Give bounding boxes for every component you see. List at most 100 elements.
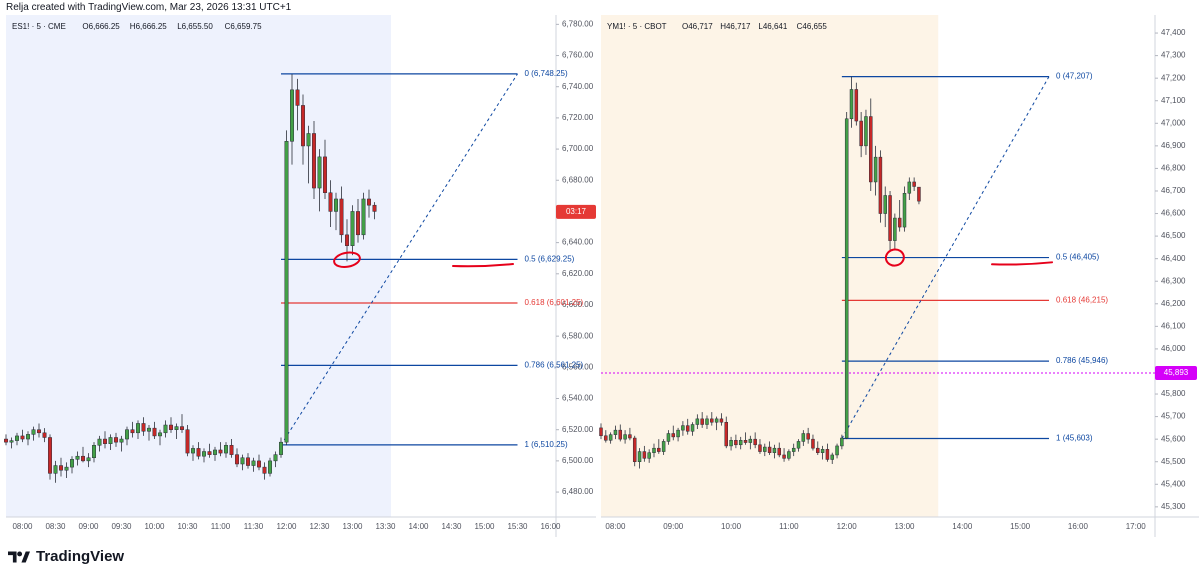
time-axis[interactable]: 08:00 08:30 09:00 09:30 10:00 10:30 11:00 11:30… [12, 522, 561, 531]
candle-body [724, 421, 728, 447]
candle [9, 437, 14, 449]
y-tick-label: 46,600 [1161, 209, 1186, 218]
chart-panel-ym1: 47,400 47,300 47,200 47,100 47,000 46,900 46,8… [599, 15, 1199, 537]
candle [4, 434, 8, 446]
candle-body [869, 116, 873, 183]
candle [657, 439, 661, 454]
candle-body [825, 449, 830, 460]
candle-body [791, 447, 796, 452]
candle-body [59, 465, 63, 471]
candle-body [878, 156, 883, 214]
time-axis[interactable]: 08:00 09:00 10:00 11:00 12:00 13:00 14:00 15:00… [605, 522, 1146, 531]
candle [48, 434, 52, 480]
x-tick-label: 15:00 [1010, 522, 1031, 531]
candle [202, 448, 206, 463]
candle-body [763, 446, 767, 452]
x-tick-label: 08:00 [12, 522, 33, 531]
candle-body [705, 418, 709, 425]
x-tick-label: 16:00 [1068, 522, 1089, 531]
tradingview-logo[interactable]: TradingView [8, 548, 124, 565]
candle-body [734, 440, 738, 446]
candle-body [257, 460, 261, 468]
candle-body [729, 440, 733, 447]
candle-body [372, 204, 377, 212]
candle [334, 192, 338, 231]
candle-body [806, 433, 810, 440]
candle [695, 414, 700, 430]
ohlc-o-label: O46,717 [682, 22, 713, 31]
session-background [601, 15, 939, 517]
candle [912, 177, 916, 191]
candle-body [743, 440, 748, 443]
ohlc-o-label: O6,666.25 [82, 22, 120, 31]
candle [849, 76, 854, 128]
candle [125, 426, 129, 446]
candle [361, 192, 366, 240]
x-tick-label: 12:30 [309, 522, 330, 531]
x-tick-label: 11:00 [211, 522, 231, 531]
candle [738, 436, 743, 450]
candle-body [772, 447, 777, 453]
x-tick-label: 09:00 [78, 522, 99, 531]
candle [20, 429, 25, 443]
fib-level-label: 0.786 (45,946) [1056, 356, 1108, 365]
candle-body [224, 445, 228, 454]
candle-body [811, 438, 815, 449]
candle [367, 189, 371, 218]
candle-body [671, 433, 676, 438]
candle-body [103, 438, 107, 444]
candle [323, 139, 327, 199]
symbol-legend[interactable]: YM1! · 5 · CBOT O46,717 H46,717 L46,641 C46,… [607, 22, 827, 31]
candle-body [816, 447, 820, 453]
candle-body [714, 418, 719, 423]
candle-body [141, 423, 146, 432]
price-axis[interactable]: 6,780.00 6,760.00 6,740.00 6,720.00 6,700.00… [556, 19, 594, 496]
price-tag-box [556, 204, 596, 219]
candle [825, 443, 830, 462]
candle-body [604, 435, 608, 441]
candle-body [114, 437, 118, 443]
x-tick-label: 17:00 [1126, 522, 1147, 531]
y-tick-label: 45,800 [1161, 389, 1186, 398]
candle [75, 451, 80, 466]
candle-body [163, 424, 168, 434]
fib-level-label: 1 (6,510.25) [525, 440, 568, 449]
candle-body [4, 438, 8, 443]
fib-retracement[interactable]: 0 (47,207) 0.5 (46,405) 0.618 (46,215) 0.78… [841, 72, 1109, 443]
y-tick-label: 46,500 [1161, 231, 1186, 240]
price-tag[interactable]: 45,893 [1155, 366, 1197, 381]
candle [81, 446, 85, 463]
candle [700, 412, 704, 428]
price-tag[interactable]: 03:17 [556, 204, 596, 219]
candle [642, 445, 647, 462]
candle [835, 443, 839, 459]
candle-body [719, 418, 724, 423]
x-tick-label: 10:30 [177, 522, 198, 531]
candle-body [864, 116, 868, 147]
candle-body [367, 198, 371, 206]
candle [290, 74, 294, 165]
fib-retracement[interactable]: 0 (6,748.25) 0.5 (6,629.25) 0.618 (6,601.2… [280, 69, 584, 449]
candle-body [290, 89, 294, 142]
candle-body [840, 437, 844, 447]
candle-body [301, 105, 305, 147]
candle [869, 98, 873, 191]
candle-body [48, 437, 52, 474]
symbol-legend[interactable]: ES1! · 5 · CME O6,666.25 H6,666.25 L6,655.5… [12, 22, 262, 31]
price-axis[interactable]: 47,400 47,300 47,200 47,100 47,000 46,900 46,8… [1155, 28, 1186, 511]
candle [92, 442, 96, 463]
y-tick-label: 6,520.00 [562, 425, 594, 434]
candle-body [158, 432, 162, 437]
candle [628, 427, 632, 441]
candle-body [20, 435, 25, 440]
y-tick-label: 47,300 [1161, 51, 1186, 60]
candle [661, 439, 666, 455]
candle [613, 425, 618, 440]
candle [37, 423, 41, 438]
x-tick-label: 13:00 [342, 522, 363, 531]
candle-body [700, 418, 704, 425]
candle [811, 434, 815, 451]
candle [859, 112, 863, 158]
candle-body [690, 424, 695, 432]
